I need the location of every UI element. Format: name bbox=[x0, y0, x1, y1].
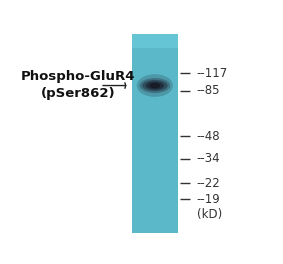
Text: --22: --22 bbox=[197, 177, 220, 190]
Text: --48: --48 bbox=[197, 130, 220, 143]
Ellipse shape bbox=[146, 82, 164, 90]
Ellipse shape bbox=[142, 80, 168, 91]
Text: (pSer862): (pSer862) bbox=[41, 87, 115, 100]
Ellipse shape bbox=[140, 78, 170, 93]
Text: --85: --85 bbox=[197, 84, 220, 97]
Bar bbox=[132, 34, 178, 233]
Ellipse shape bbox=[137, 74, 173, 97]
Text: --34: --34 bbox=[197, 152, 220, 165]
Text: (kD): (kD) bbox=[197, 208, 222, 221]
Bar bbox=[132, 34, 178, 48]
Text: Phospho-GluR4: Phospho-GluR4 bbox=[21, 70, 135, 83]
Text: --117: --117 bbox=[197, 67, 228, 80]
Ellipse shape bbox=[149, 83, 160, 88]
Text: --19: --19 bbox=[197, 193, 220, 206]
